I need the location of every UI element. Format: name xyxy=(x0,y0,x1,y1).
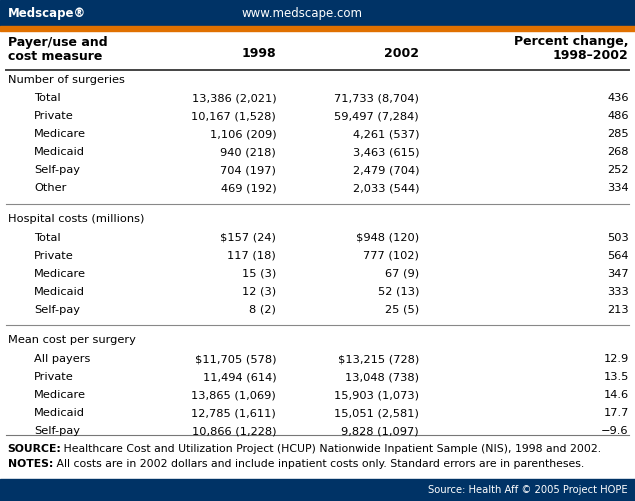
Text: 2,033 (544): 2,033 (544) xyxy=(352,183,419,193)
Text: 436: 436 xyxy=(607,94,629,104)
Text: 10,167 (1,528): 10,167 (1,528) xyxy=(192,111,276,121)
Text: Payer/use and: Payer/use and xyxy=(8,36,107,49)
Text: 1998–2002: 1998–2002 xyxy=(553,49,629,62)
Text: 469 (192): 469 (192) xyxy=(220,183,276,193)
Text: Other: Other xyxy=(34,183,67,193)
Text: Private: Private xyxy=(34,111,74,121)
Text: 12 (3): 12 (3) xyxy=(242,287,276,297)
Text: All costs are in 2002 dollars and include inpatient costs only. Standard errors : All costs are in 2002 dollars and includ… xyxy=(53,459,585,469)
Text: 52 (13): 52 (13) xyxy=(378,287,419,297)
Text: Medicare: Medicare xyxy=(34,390,86,400)
Text: 252: 252 xyxy=(607,165,629,175)
Text: Self-pay: Self-pay xyxy=(34,426,80,436)
Text: 12.9: 12.9 xyxy=(603,354,629,364)
Text: 1,106 (209): 1,106 (209) xyxy=(210,129,276,139)
Text: 704 (197): 704 (197) xyxy=(220,165,276,175)
Text: 13,386 (2,021): 13,386 (2,021) xyxy=(192,94,276,104)
Text: Medicare: Medicare xyxy=(34,129,86,139)
Text: 564: 564 xyxy=(607,251,629,261)
Text: 10,866 (1,228): 10,866 (1,228) xyxy=(192,426,276,436)
Text: SOURCE:: SOURCE: xyxy=(8,444,62,454)
Text: 25 (5): 25 (5) xyxy=(385,305,419,315)
Text: 15,051 (2,581): 15,051 (2,581) xyxy=(334,408,419,418)
Bar xyxy=(0,479,635,501)
Text: 285: 285 xyxy=(607,129,629,139)
Text: 67 (9): 67 (9) xyxy=(385,269,419,279)
Text: 15,903 (1,073): 15,903 (1,073) xyxy=(334,390,419,400)
Text: Medicaid: Medicaid xyxy=(34,287,85,297)
Text: 8 (2): 8 (2) xyxy=(250,305,276,315)
Text: 2002: 2002 xyxy=(384,47,419,60)
Text: Percent change,: Percent change, xyxy=(514,36,629,49)
Text: 13,048 (738): 13,048 (738) xyxy=(345,372,419,382)
Text: 940 (218): 940 (218) xyxy=(220,147,276,157)
Text: $13,215 (728): $13,215 (728) xyxy=(338,354,419,364)
Text: 13,865 (1,069): 13,865 (1,069) xyxy=(192,390,276,400)
Text: −9.6: −9.6 xyxy=(601,426,629,436)
Text: $157 (24): $157 (24) xyxy=(220,233,276,243)
Text: cost measure: cost measure xyxy=(8,50,102,63)
Text: www.medscape.com: www.medscape.com xyxy=(241,7,363,20)
Text: $11,705 (578): $11,705 (578) xyxy=(195,354,276,364)
Text: Medicare: Medicare xyxy=(34,269,86,279)
Text: Mean cost per surgery: Mean cost per surgery xyxy=(8,335,135,345)
Text: Number of surgeries: Number of surgeries xyxy=(8,75,124,85)
Text: 71,733 (8,704): 71,733 (8,704) xyxy=(334,94,419,104)
Text: 503: 503 xyxy=(607,233,629,243)
Text: NOTES:: NOTES: xyxy=(8,459,53,469)
Text: 3,463 (615): 3,463 (615) xyxy=(352,147,419,157)
Text: 4,261 (537): 4,261 (537) xyxy=(352,129,419,139)
Text: Self-pay: Self-pay xyxy=(34,165,80,175)
Text: Medscape®: Medscape® xyxy=(8,7,86,20)
Text: 213: 213 xyxy=(607,305,629,315)
Text: 11,494 (614): 11,494 (614) xyxy=(203,372,276,382)
Text: 14.6: 14.6 xyxy=(603,390,629,400)
Text: 486: 486 xyxy=(607,111,629,121)
Text: 117 (18): 117 (18) xyxy=(227,251,276,261)
Text: Healthcare Cost and Utilization Project (HCUP) Nationwide Inpatient Sample (NIS): Healthcare Cost and Utilization Project … xyxy=(60,444,601,454)
Text: 12,785 (1,611): 12,785 (1,611) xyxy=(192,408,276,418)
Text: Private: Private xyxy=(34,372,74,382)
Text: 347: 347 xyxy=(607,269,629,279)
Text: Medicaid: Medicaid xyxy=(34,408,85,418)
Bar xyxy=(0,0,635,26)
Text: $948 (120): $948 (120) xyxy=(356,233,419,243)
Text: 9,828 (1,097): 9,828 (1,097) xyxy=(342,426,419,436)
Text: 1998: 1998 xyxy=(241,47,276,60)
Text: All payers: All payers xyxy=(34,354,91,364)
Text: 333: 333 xyxy=(607,287,629,297)
Text: 2,479 (704): 2,479 (704) xyxy=(352,165,419,175)
Text: 334: 334 xyxy=(607,183,629,193)
Text: 268: 268 xyxy=(607,147,629,157)
Text: Self-pay: Self-pay xyxy=(34,305,80,315)
Text: 59,497 (7,284): 59,497 (7,284) xyxy=(335,111,419,121)
Bar xyxy=(0,26,635,31)
Text: Source: Health Aff © 2005 Project HOPE: Source: Health Aff © 2005 Project HOPE xyxy=(428,485,627,495)
Text: 15 (3): 15 (3) xyxy=(242,269,276,279)
Text: 13.5: 13.5 xyxy=(603,372,629,382)
Text: Hospital costs (millions): Hospital costs (millions) xyxy=(8,214,144,224)
Text: 777 (102): 777 (102) xyxy=(363,251,419,261)
Text: Medicaid: Medicaid xyxy=(34,147,85,157)
Text: Total: Total xyxy=(34,233,61,243)
Text: Private: Private xyxy=(34,251,74,261)
Text: 17.7: 17.7 xyxy=(603,408,629,418)
Text: Total: Total xyxy=(34,94,61,104)
